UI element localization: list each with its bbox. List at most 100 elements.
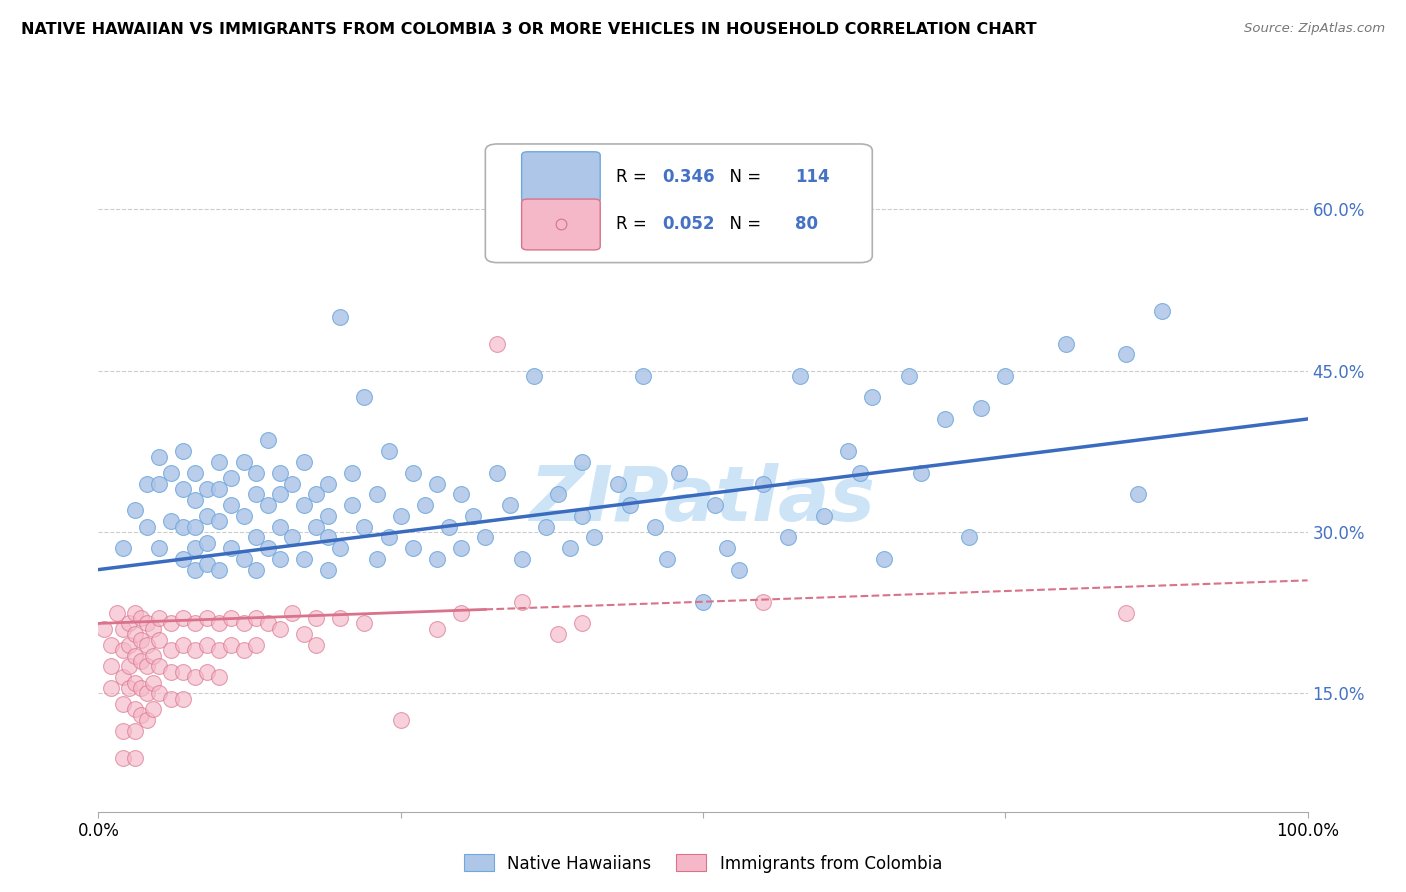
Point	[172, 638, 194, 652]
Point	[716, 541, 738, 555]
Point	[728, 563, 751, 577]
Point	[292, 552, 315, 566]
Point	[111, 643, 134, 657]
Text: N =: N =	[718, 168, 766, 186]
Point	[142, 622, 165, 636]
Point	[172, 519, 194, 533]
Point	[245, 611, 267, 625]
Point	[256, 434, 278, 448]
Point	[100, 659, 122, 673]
Point	[184, 670, 207, 684]
Point	[402, 466, 425, 480]
Point	[124, 606, 146, 620]
Point	[281, 530, 304, 544]
Point	[547, 487, 569, 501]
Point	[631, 368, 654, 383]
Point	[305, 638, 328, 652]
Text: R =: R =	[616, 215, 652, 233]
Point	[426, 622, 449, 636]
Point	[195, 558, 218, 572]
Point	[619, 498, 641, 512]
Point	[118, 681, 141, 695]
Point	[353, 616, 375, 631]
Text: 0.346: 0.346	[662, 168, 714, 186]
Point	[269, 487, 291, 501]
Point	[668, 466, 690, 480]
Point	[402, 541, 425, 555]
Point	[377, 530, 399, 544]
Point	[135, 686, 157, 700]
Point	[184, 466, 207, 480]
Point	[256, 616, 278, 631]
Point	[837, 444, 859, 458]
Point	[353, 519, 375, 533]
Point	[148, 659, 170, 673]
Point	[607, 476, 630, 491]
Point	[450, 606, 472, 620]
Point	[148, 541, 170, 555]
Point	[208, 643, 231, 657]
Point	[486, 466, 509, 480]
Point	[148, 686, 170, 700]
Point	[583, 530, 606, 544]
Point	[232, 552, 254, 566]
Point	[389, 713, 412, 727]
Point	[849, 466, 872, 480]
Point	[1054, 336, 1077, 351]
Point	[316, 476, 339, 491]
Point	[160, 514, 183, 528]
Point	[172, 482, 194, 496]
Point	[148, 632, 170, 647]
Point	[692, 595, 714, 609]
Point	[534, 519, 557, 533]
Point	[450, 487, 472, 501]
Point	[342, 498, 364, 512]
Point	[148, 611, 170, 625]
Point	[208, 482, 231, 496]
Point	[129, 611, 152, 625]
Point	[100, 638, 122, 652]
Point	[184, 643, 207, 657]
Point	[377, 444, 399, 458]
Point	[208, 514, 231, 528]
Point	[142, 702, 165, 716]
Point	[135, 638, 157, 652]
Point	[329, 310, 352, 324]
Point	[245, 487, 267, 501]
Point	[118, 638, 141, 652]
Point	[111, 670, 134, 684]
Point	[498, 498, 520, 512]
Point	[135, 616, 157, 631]
Point	[316, 508, 339, 523]
Point	[111, 541, 134, 555]
Point	[221, 541, 243, 555]
Point	[172, 552, 194, 566]
Point	[752, 595, 775, 609]
Point	[305, 487, 328, 501]
Point	[316, 563, 339, 577]
Text: 0.052: 0.052	[662, 215, 714, 233]
Point	[105, 606, 128, 620]
Point	[124, 751, 146, 765]
Point	[148, 476, 170, 491]
Point	[329, 541, 352, 555]
Point	[1152, 304, 1174, 318]
Point	[232, 508, 254, 523]
Point	[789, 368, 811, 383]
Point	[245, 466, 267, 480]
Point	[172, 444, 194, 458]
Point	[655, 552, 678, 566]
Point	[970, 401, 993, 416]
Point	[208, 455, 231, 469]
Text: NATIVE HAWAIIAN VS IMMIGRANTS FROM COLOMBIA 3 OR MORE VEHICLES IN HOUSEHOLD CORR: NATIVE HAWAIIAN VS IMMIGRANTS FROM COLOM…	[21, 22, 1036, 37]
FancyBboxPatch shape	[485, 144, 872, 262]
Point	[129, 654, 152, 668]
Point	[366, 487, 388, 501]
Point	[329, 611, 352, 625]
Point	[184, 616, 207, 631]
Point	[366, 552, 388, 566]
FancyBboxPatch shape	[522, 152, 600, 202]
Point	[910, 466, 932, 480]
Point	[292, 455, 315, 469]
Point	[389, 508, 412, 523]
